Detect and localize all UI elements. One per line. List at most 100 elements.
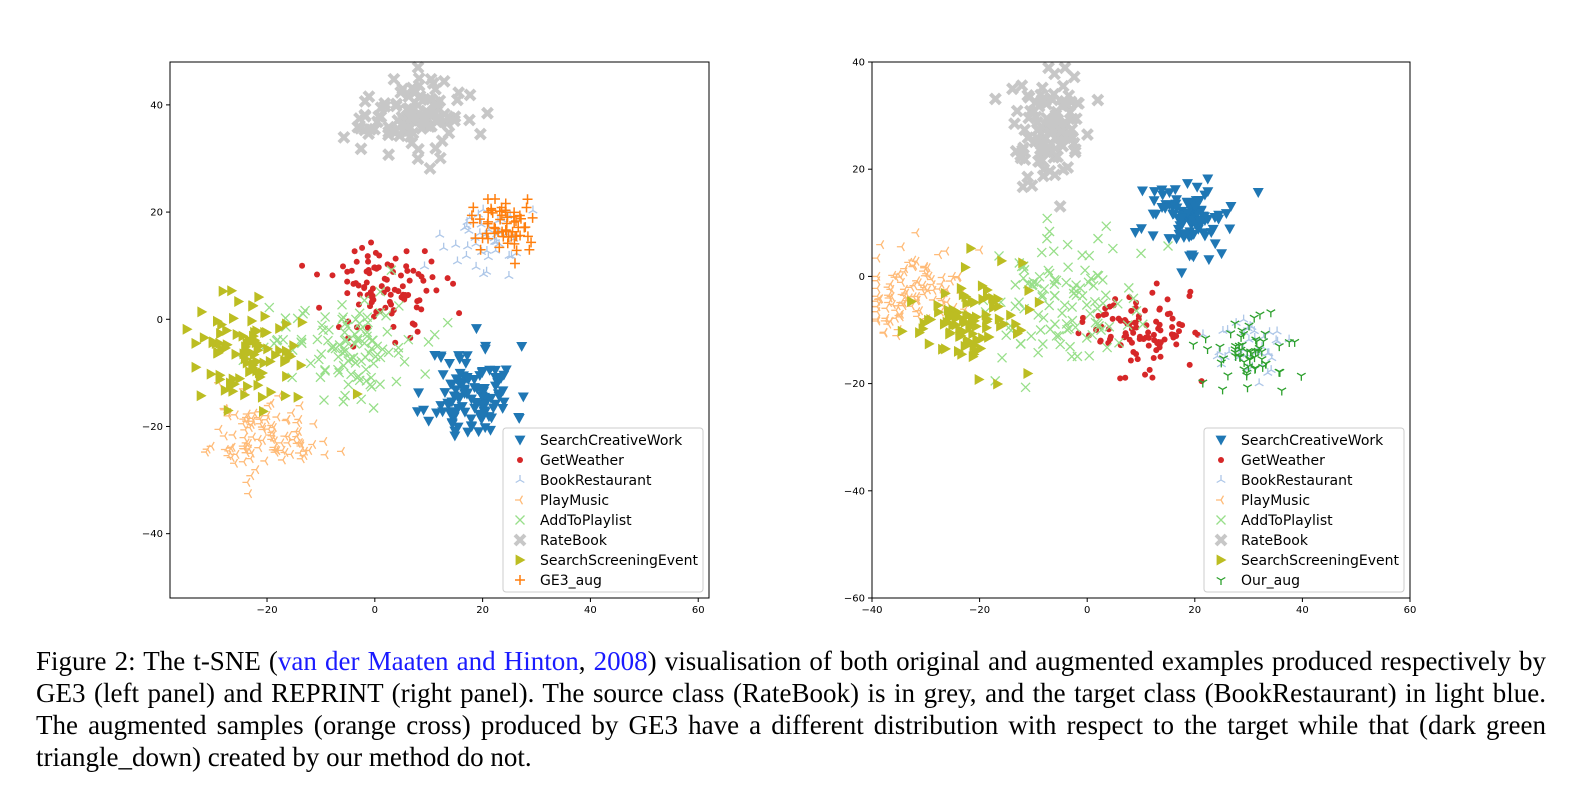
data-point	[1244, 322, 1254, 331]
data-point	[495, 373, 507, 384]
data-point	[260, 456, 269, 466]
data-point	[1047, 87, 1061, 101]
data-point	[287, 372, 298, 383]
data-point	[473, 427, 485, 438]
data-point	[1225, 201, 1237, 212]
data-point	[442, 317, 453, 328]
data-point	[405, 111, 418, 125]
data-point	[232, 329, 243, 341]
data-point	[265, 355, 276, 367]
data-point	[259, 405, 269, 417]
legend-box	[502, 427, 704, 593]
legend-label: PlayMusic	[1241, 493, 1310, 509]
legend-marker	[1216, 515, 1226, 525]
data-point	[437, 74, 451, 88]
data-point	[418, 405, 430, 416]
x-tick-label: −40	[861, 605, 882, 616]
data-point	[320, 450, 329, 460]
data-point	[309, 419, 318, 429]
data-point	[254, 291, 265, 303]
data-point	[1176, 268, 1188, 279]
data-point	[403, 292, 410, 299]
legend-label: RateBook	[1241, 533, 1309, 549]
data-point	[268, 422, 277, 433]
data-point	[1038, 312, 1049, 323]
data-point	[230, 458, 239, 468]
y-tick-label: 20	[150, 208, 163, 219]
data-point	[378, 96, 392, 110]
data-point	[1149, 374, 1156, 381]
x-tick-label: 40	[584, 605, 597, 616]
data-point	[1045, 324, 1056, 335]
data-point	[263, 343, 274, 355]
data-point	[1121, 318, 1128, 325]
data-point	[1249, 314, 1259, 323]
data-point	[1163, 234, 1175, 244]
data-point	[268, 445, 277, 455]
data-point	[1081, 300, 1092, 310]
legend-marker	[1216, 554, 1227, 566]
data-point	[1023, 368, 1034, 380]
data-point	[933, 299, 944, 311]
data-point	[244, 489, 253, 499]
data-point	[942, 316, 953, 328]
legend-marker	[515, 515, 525, 525]
data-point	[1061, 318, 1072, 329]
data-point	[1181, 208, 1193, 219]
data-point	[277, 455, 287, 465]
data-point	[504, 250, 514, 259]
data-point	[1095, 312, 1102, 319]
x-tick-label: 60	[692, 605, 705, 616]
data-point	[1024, 285, 1035, 297]
data-point	[353, 258, 360, 265]
data-point	[1039, 97, 1053, 111]
data-point	[403, 121, 417, 135]
data-point	[524, 244, 535, 255]
data-point	[390, 323, 397, 330]
legend-marker	[513, 533, 527, 547]
data-point	[391, 376, 402, 387]
data-point	[282, 370, 293, 382]
citation-year-link[interactable]: 2008	[593, 646, 648, 676]
citation-authors-link[interactable]: van der Maaten and Hinton	[277, 646, 579, 676]
data-point	[521, 202, 532, 213]
data-point	[433, 151, 447, 165]
data-point	[924, 314, 934, 326]
data-point	[369, 285, 376, 292]
data-point	[449, 426, 461, 437]
data-point	[1114, 337, 1124, 348]
data-point	[1015, 338, 1026, 349]
data-point	[231, 348, 242, 360]
data-point	[362, 312, 373, 323]
data-point	[282, 318, 292, 330]
data-point	[263, 400, 272, 411]
data-point	[362, 327, 373, 338]
data-point	[359, 338, 370, 349]
data-point	[245, 453, 254, 464]
data-point	[1006, 309, 1017, 321]
data-point	[1018, 257, 1029, 269]
data-point	[913, 311, 922, 321]
x-tick-label: −20	[969, 605, 990, 616]
data-point	[897, 325, 908, 337]
data-point	[997, 352, 1008, 363]
data-point	[468, 217, 479, 228]
data-point	[387, 72, 401, 86]
data-point	[1101, 221, 1112, 232]
data-point	[238, 330, 249, 342]
data-point	[495, 214, 506, 225]
data-point	[332, 364, 343, 375]
data-point	[1242, 348, 1252, 357]
data-point	[437, 370, 449, 381]
data-point	[876, 240, 885, 250]
data-point	[1250, 364, 1260, 373]
data-point	[1145, 334, 1152, 341]
data-point	[1179, 322, 1186, 329]
data-point	[344, 290, 351, 297]
data-point	[252, 355, 263, 367]
data-point	[470, 397, 482, 408]
data-point	[970, 296, 980, 308]
data-point	[320, 364, 331, 375]
data-point	[911, 228, 920, 238]
data-point	[392, 255, 399, 262]
